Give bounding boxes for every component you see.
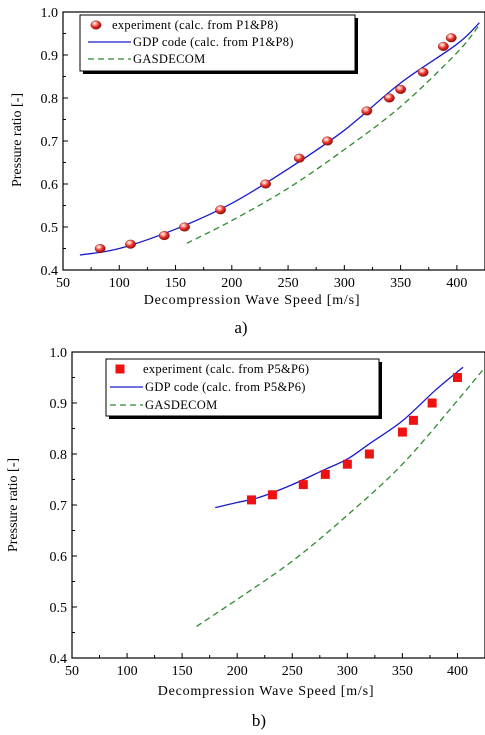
- chart-b-ytick-label: 0.9: [50, 397, 68, 412]
- chart-a-xtick-label: 400: [446, 276, 467, 291]
- chart-b-legend-marker: [115, 364, 125, 374]
- chart-a-experiment-point: [125, 239, 136, 249]
- chart-a-legend-label: experiment (calc. from P1&P8): [112, 18, 278, 32]
- chart-a-ticks: 50 100 150 200 250 300 350 400 0.4 0.5 0.6 0.7 0.8 0.…: [41, 6, 468, 291]
- chart-b-ytick-label: 0.7: [50, 499, 68, 514]
- chart-a-experiment-point: [293, 153, 305, 163]
- chart-b-xlabel: Decompression Wave Speed [m/s]: [158, 684, 375, 699]
- chart-b-xtick-label: 150: [172, 664, 193, 679]
- chart-a-ylabel: Pressure ratio [-]: [10, 93, 25, 187]
- chart-a-xlabel: Decompression Wave Speed [m/s]: [144, 293, 361, 308]
- chart-b-experiment-point: [342, 459, 352, 469]
- chart-a-legend-label: GASDECOM: [133, 52, 206, 66]
- chart-a-series-gasdecom-line: [186, 24, 480, 244]
- chart-b-experiment-point: [247, 495, 257, 505]
- chart-b-xtick-label: 200: [227, 664, 248, 679]
- chart-b-legend-label: experiment (calc. from P5&P6): [143, 362, 309, 376]
- chart-a-ytick-label: 0.6: [41, 178, 59, 193]
- chart-a-experiment-point: [322, 136, 333, 146]
- chart-b-xtick-label: 50: [65, 664, 79, 679]
- chart-a-legend-box: [79, 14, 356, 72]
- chart-a-ytick-label: 0.7: [41, 135, 59, 150]
- chart-a: 50 100 150 200 250 300 350 400 0.4 0.5 0.6 0.7 0.8 0.…: [10, 6, 485, 337]
- chart-a-ytick-label: 0.8: [41, 92, 59, 107]
- chart-a-experiment-point: [158, 231, 170, 241]
- chart-a-experiment-point: [445, 33, 457, 43]
- chart-b-ylabel: Pressure ratio [-]: [6, 458, 21, 552]
- chart-a-experiment-point: [361, 106, 373, 116]
- chart-b-experiment-point: [364, 449, 374, 459]
- chart-a-legend-marker: [90, 20, 102, 30]
- chart-a-experiment-point: [260, 179, 271, 189]
- chart-b-plot-frame: [71, 351, 485, 659]
- chart-a-xtick-label: 250: [278, 276, 299, 291]
- chart-a-experiment-point: [417, 67, 429, 77]
- chart-a-experiment-point: [437, 41, 449, 51]
- chart-b-ticks: 50 100 150 200 250 300 350 400 0.4 0.5 0.6 0.7 0.8 0.…: [50, 346, 468, 679]
- chart-a-xtick-label: 300: [334, 276, 355, 291]
- chart-a-experiment-point: [215, 205, 226, 215]
- chart-b-experiment-point: [397, 427, 407, 437]
- chart-a-experiment-point: [395, 84, 406, 94]
- chart-a-xtick-label: 100: [109, 276, 130, 291]
- chart-b-experiment-point: [320, 469, 330, 479]
- chart-b-ytick-label: 0.6: [50, 550, 68, 565]
- chart-b-experiment-point: [427, 398, 437, 408]
- chart-a-series: [79, 22, 480, 256]
- chart-a-xtick-label: 150: [165, 276, 186, 291]
- chart-a-xtick-label: 350: [390, 276, 411, 291]
- chart-b-caption: b): [252, 711, 266, 730]
- chart-b-ytick-label: 0.4: [50, 652, 68, 667]
- chart-a-series-gdp-code-line: [79, 22, 480, 256]
- chart-b-legend-box: [105, 358, 380, 417]
- chart-a-ytick-label: 1.0: [41, 6, 59, 21]
- chart-a-caption: a): [234, 318, 247, 337]
- chart-b: 50 100 150 200 250 300 350 400 0.4 0.5 0.6 0.7 0.8 0.…: [6, 346, 485, 730]
- chart-b-experiment-point: [267, 490, 277, 500]
- chart-a-legend: experiment (calc. from P1&P8) GDP code (c…: [79, 14, 358, 74]
- chart-b-xtick-label: 250: [282, 664, 303, 679]
- chart-b-series: [196, 366, 485, 627]
- chart-b-legend: experiment (calc. from P5&P6) GDP code (c…: [105, 358, 382, 419]
- chart-b-ytick-label: 0.5: [50, 601, 68, 616]
- chart-b-legend-label: GDP code (calc. from P5&P6): [145, 380, 306, 394]
- chart-a-ytick-label: 0.9: [41, 49, 59, 64]
- chart-a-experiment-point: [179, 222, 190, 232]
- chart-b-xtick-label: 100: [117, 664, 138, 679]
- chart-a-ytick-label: 0.5: [41, 221, 59, 236]
- chart-b-experiment-point: [452, 373, 462, 382]
- chart-b-xtick-label: 350: [392, 664, 413, 679]
- chart-a-plot-frame: [62, 11, 485, 271]
- chart-b-xtick-label: 300: [337, 664, 358, 679]
- chart-b-ytick-label: 0.8: [50, 448, 68, 463]
- chart-a-experiment-point: [94, 243, 106, 253]
- chart-a-experiment-point: [383, 93, 395, 103]
- chart-a-legend-label: GDP code (calc. from P1&P8): [133, 35, 294, 49]
- chart-a-xtick-label: 50: [56, 276, 70, 291]
- chart-b-experiment-point: [408, 415, 418, 425]
- chart-b-experiment-point: [298, 480, 308, 490]
- chart-a-xtick-label: 200: [221, 276, 242, 291]
- chart-b-legend-label: GASDECOM: [145, 398, 218, 412]
- chart-b-ytick-label: 1.0: [50, 346, 68, 361]
- chart-b-xtick-label: 400: [447, 664, 468, 679]
- chart-a-ytick-label: 0.4: [41, 264, 59, 279]
